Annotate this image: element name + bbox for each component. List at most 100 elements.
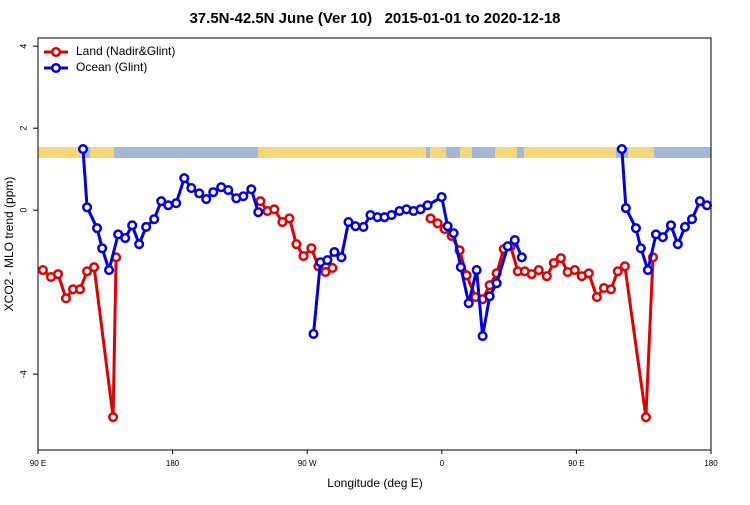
data-point <box>223 185 234 196</box>
data-point <box>89 262 100 273</box>
y-tick-label: -4 <box>18 370 28 378</box>
data-point <box>358 221 369 233</box>
y-tick-label: 2 <box>18 126 28 131</box>
x-tick-label: 90 E <box>30 459 46 468</box>
data-point <box>509 235 520 246</box>
data-point <box>74 284 86 295</box>
y-tick-label: 4 <box>18 44 28 49</box>
data-point <box>640 412 651 423</box>
data-point <box>548 258 559 269</box>
data-point <box>343 217 354 228</box>
data-point <box>298 251 309 262</box>
data-point <box>386 210 397 221</box>
y-axis-label: XCO2 - MLO trend (ppm) <box>2 177 16 312</box>
data-point <box>306 243 317 254</box>
data-point <box>415 204 426 215</box>
data-point <box>471 264 482 276</box>
data-point <box>422 200 433 211</box>
data-point <box>350 221 361 232</box>
data-point <box>238 191 249 202</box>
chart-title: 37.5N-42.5N June (Ver 10) 2015-01-01 to … <box>189 10 560 27</box>
data-point <box>127 220 138 231</box>
data-point <box>591 292 602 303</box>
data-point <box>82 266 93 277</box>
data-point <box>108 412 119 423</box>
data-point <box>120 233 131 244</box>
legend-marker <box>50 46 62 58</box>
data-point <box>491 278 502 289</box>
data-point <box>484 291 495 302</box>
data-point <box>171 198 182 209</box>
data-point <box>679 221 691 233</box>
data-point <box>291 239 302 250</box>
map-strip <box>38 147 711 158</box>
data-point <box>97 243 108 254</box>
data-point <box>52 269 64 280</box>
data-point <box>149 214 160 225</box>
data-point <box>201 194 212 205</box>
data-point <box>635 243 646 254</box>
data-point <box>616 144 627 155</box>
data-point <box>541 271 552 282</box>
data-point <box>455 262 466 273</box>
data-point <box>657 232 668 243</box>
x-tick-label: 0 <box>440 459 445 468</box>
data-point <box>442 221 453 232</box>
series-line <box>81 148 708 338</box>
data-point <box>694 196 705 207</box>
legend-marker <box>50 62 62 74</box>
data-point <box>134 239 145 250</box>
y-tick-label: 0 <box>18 208 28 213</box>
data-point <box>432 218 443 229</box>
data-point <box>320 267 331 278</box>
x-tick-label: 90 W <box>298 459 317 468</box>
data-point <box>436 192 447 203</box>
data-point <box>92 223 103 234</box>
data-point <box>502 241 513 252</box>
x-tick-label: 90 E <box>568 459 584 468</box>
data-point <box>103 264 115 276</box>
data-point <box>619 261 630 272</box>
x-tick-label: 180 <box>704 459 718 468</box>
data-point <box>194 188 205 199</box>
data-point <box>269 204 280 215</box>
plot-frame <box>37 37 712 451</box>
data-point <box>463 298 474 309</box>
data-point <box>612 266 623 277</box>
data-point <box>179 173 190 184</box>
data-point <box>701 200 713 211</box>
data-point <box>569 264 580 276</box>
legend-label: Ocean (Glint) <box>76 60 147 74</box>
data-point <box>284 213 295 224</box>
data-point <box>156 196 167 207</box>
data-point <box>37 264 48 276</box>
data-point <box>322 255 333 266</box>
data-point <box>253 207 264 218</box>
legend-label: Land (Nadir&Glint) <box>76 44 175 58</box>
data-point <box>672 239 683 250</box>
data-point <box>163 200 174 211</box>
x-tick-label: 180 <box>166 459 180 468</box>
data-point <box>308 328 319 340</box>
data-point <box>583 268 594 279</box>
data-point <box>620 203 631 214</box>
data-point <box>425 213 436 224</box>
data-point <box>329 246 340 258</box>
data-point <box>327 262 338 274</box>
data-point <box>336 252 347 263</box>
data-point <box>665 220 676 231</box>
data-point <box>208 187 219 198</box>
data-point <box>642 264 653 276</box>
data-point <box>526 269 537 280</box>
x-axis-label: Longitude (deg E) <box>327 476 422 490</box>
data-point <box>686 214 698 225</box>
data-point <box>533 264 544 276</box>
data-point <box>60 293 72 304</box>
data-point <box>555 253 566 264</box>
data-point <box>516 252 527 263</box>
data-point <box>186 182 197 194</box>
data-point <box>255 196 266 207</box>
data-point <box>141 221 152 233</box>
